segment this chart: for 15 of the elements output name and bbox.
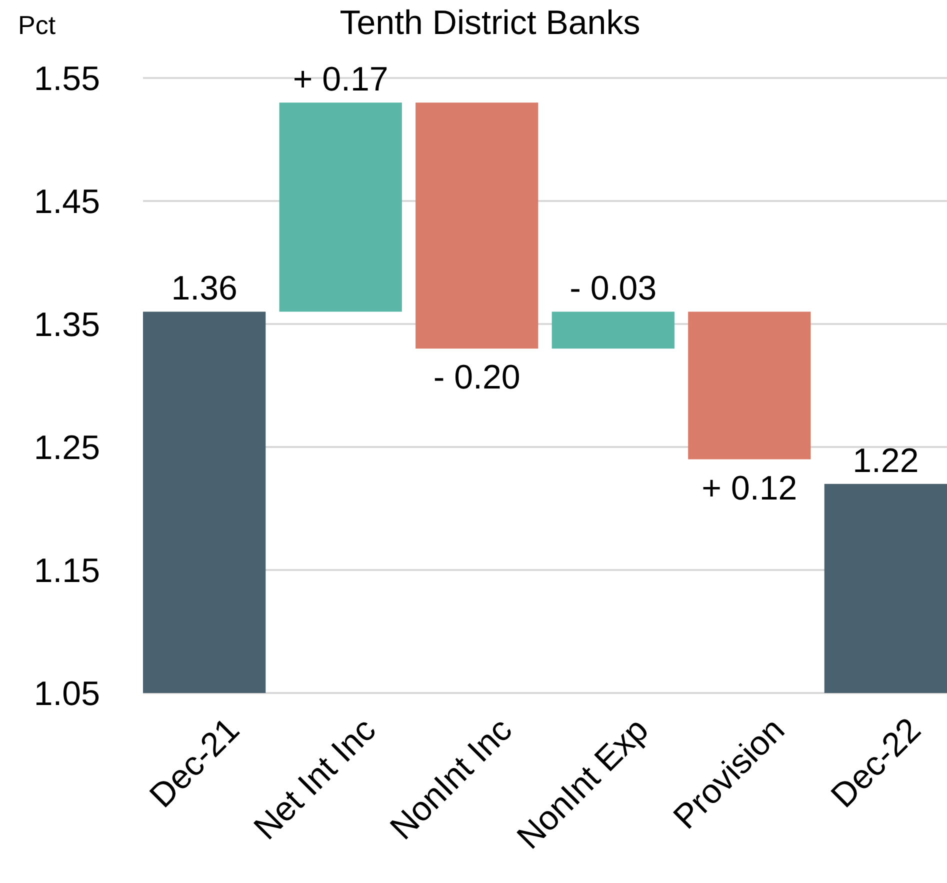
y-tick-label: 1.05 [34, 675, 100, 713]
y-tick-label: 1.55 [34, 60, 100, 98]
data-label: 1.36 [171, 270, 238, 308]
y-tick-label: 1.45 [34, 183, 100, 221]
y-tick-label: 1.25 [34, 429, 100, 467]
y-tick-label: 1.15 [34, 552, 100, 590]
data-label: - 0.03 [570, 270, 657, 308]
x-tick-label: Net Int Inc [246, 710, 384, 848]
data-label: + 0.12 [702, 469, 798, 508]
y-tick-label: 1.35 [34, 306, 100, 344]
data-label: + 0.17 [292, 60, 388, 99]
data-label: - 0.20 [433, 358, 520, 397]
chart-title: Tenth District Banks [340, 4, 640, 42]
data-label: 1.22 [852, 442, 919, 480]
y-axis-title: Pct [18, 10, 56, 40]
